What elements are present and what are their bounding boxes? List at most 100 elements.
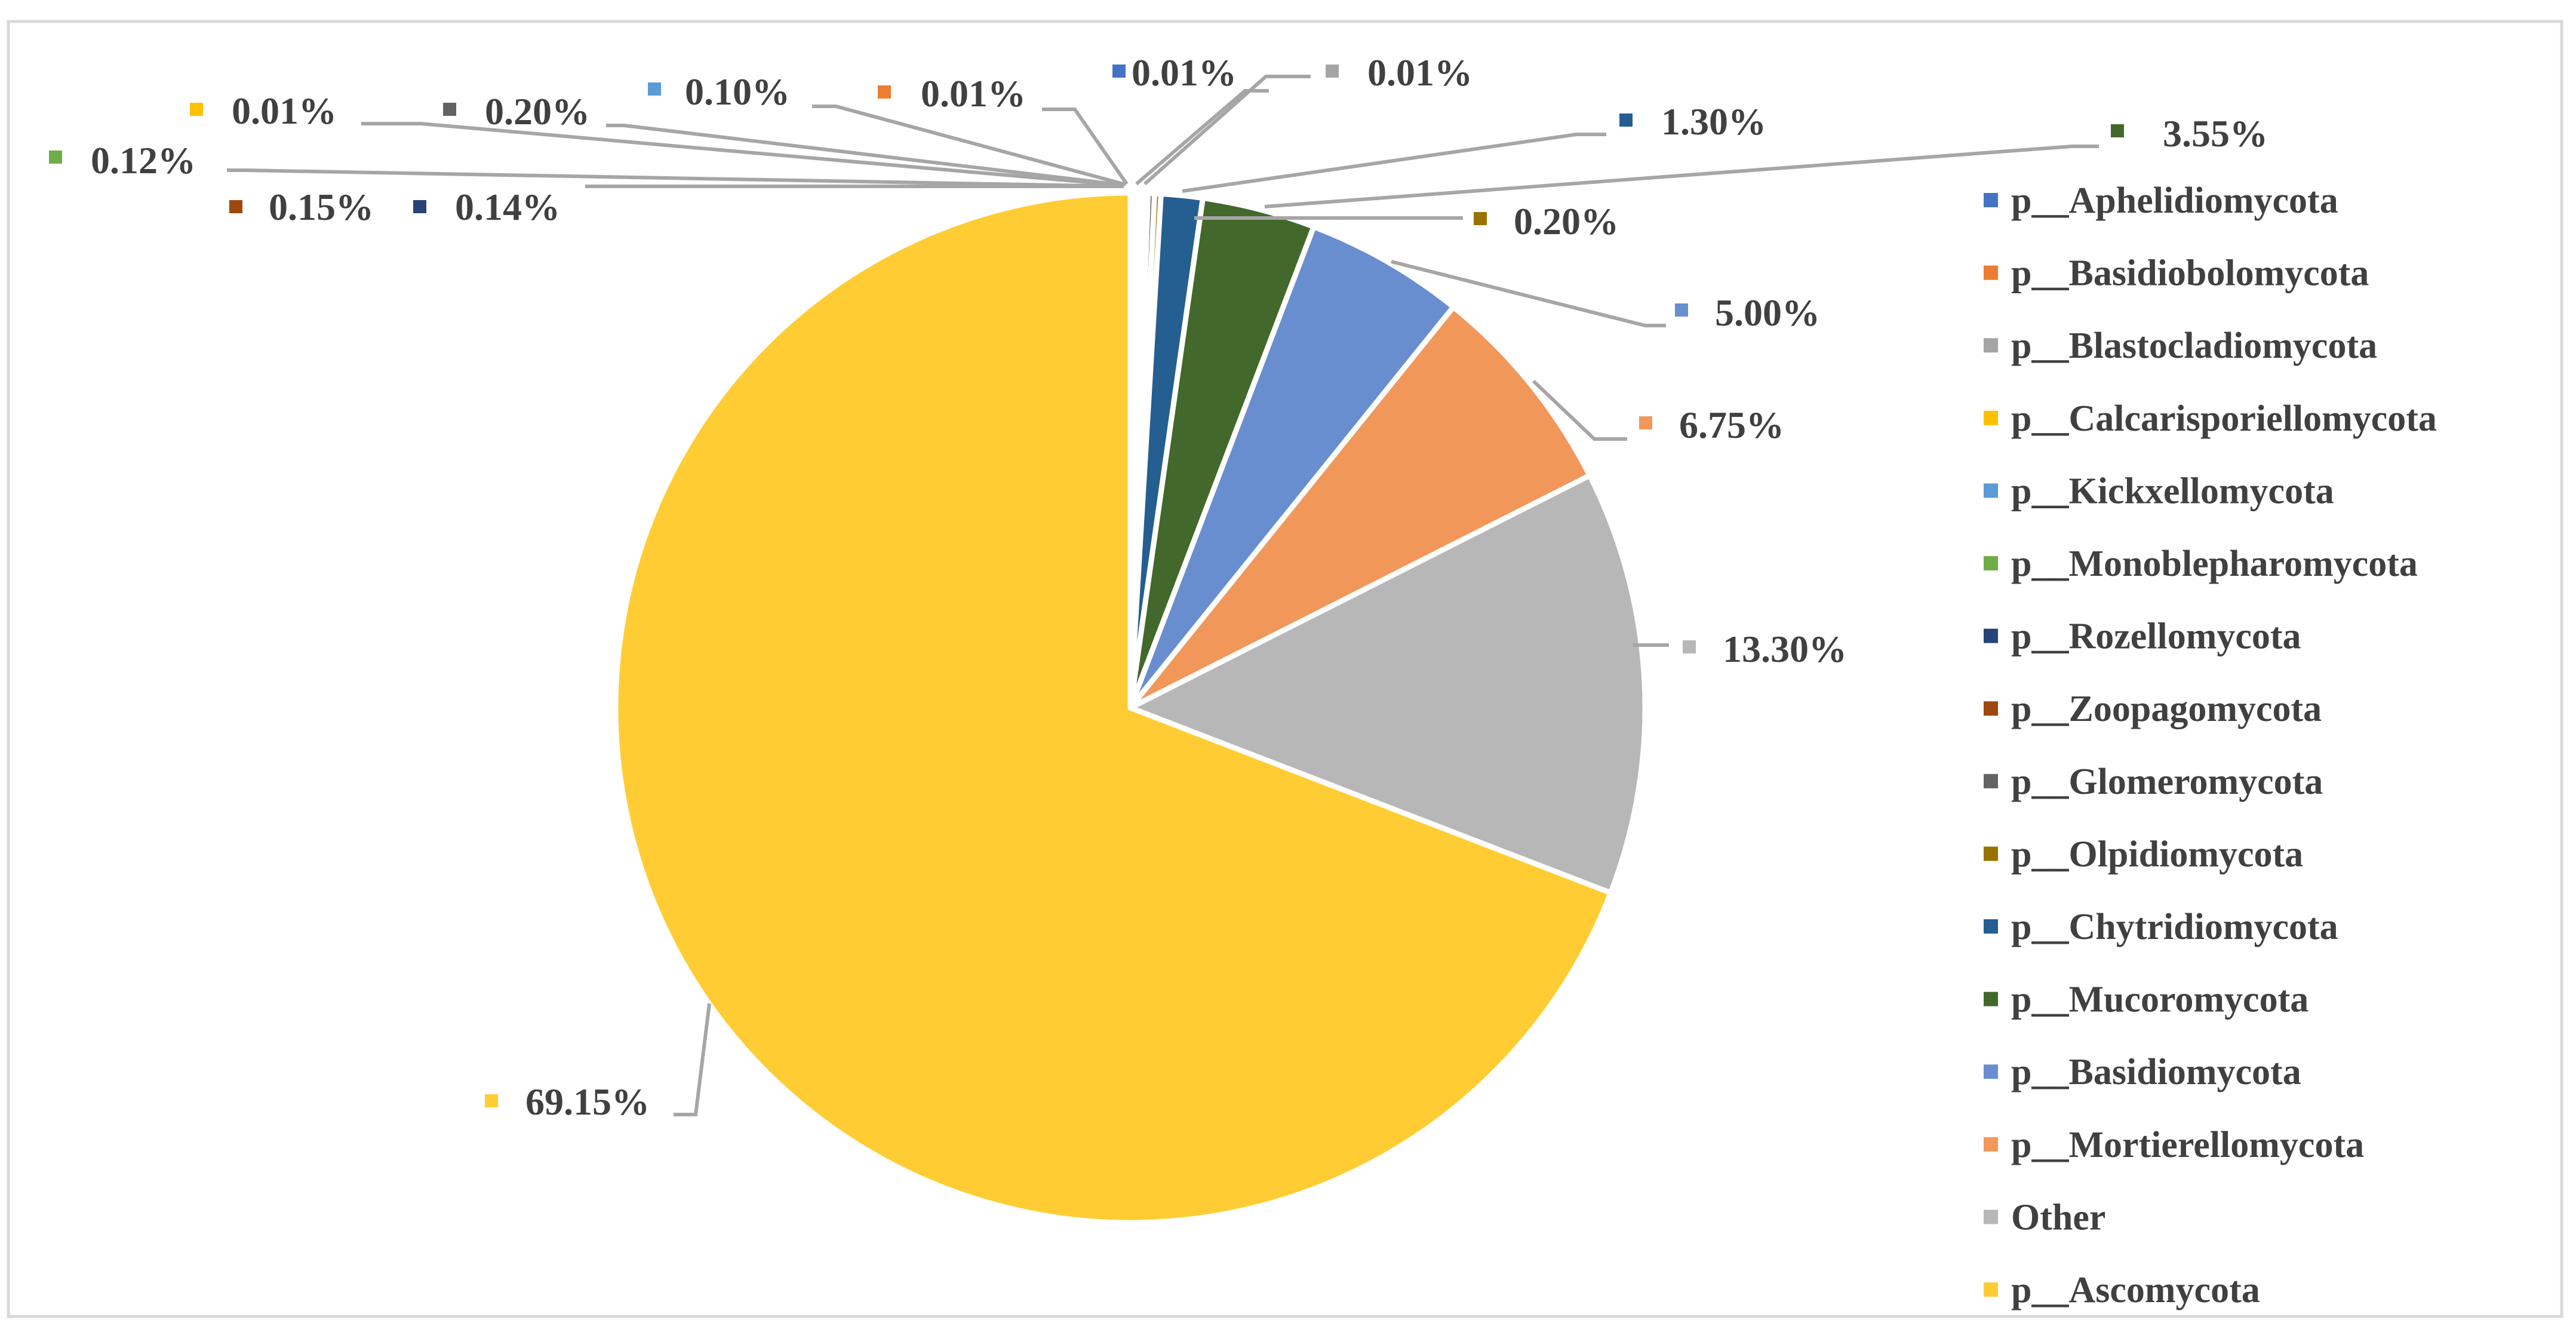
leader-line-p-chytridiomycota — [1182, 133, 1606, 193]
pie-slice-other — [1127, 472, 1648, 896]
leader-line-p-basidiomycota — [1391, 260, 1666, 327]
leader-line-p-mucoromycota — [1264, 145, 2099, 208]
legend-label-p-blastocladiomycota: p__Blastocladiomycota — [2011, 326, 2377, 366]
data-label-marker-p-basidiomycota — [1675, 303, 1688, 317]
legend-label-other: Other — [2011, 1197, 2105, 1238]
legend-swatch-p-basidiobolomycota — [1984, 265, 1998, 280]
legend-swatch-p-mortierellomycota — [1984, 1137, 1998, 1152]
data-label-marker-p-mortierellomycota — [1639, 416, 1652, 429]
legend-swatch-p-basidiomycota — [1984, 1064, 1998, 1079]
legend-swatch-p-monoblepharomycota — [1984, 556, 1998, 570]
legend-swatch-other — [1984, 1210, 1998, 1224]
leader-lines — [227, 75, 2099, 1116]
legend-swatch-p-ascomycota — [1984, 1282, 1998, 1297]
data-label-marker-p-zoopagomycota — [229, 200, 242, 213]
data-label-marker-p-glomeromycota — [443, 103, 456, 116]
pie-slice-p-mortierellomycota — [1127, 304, 1593, 711]
data-label-marker-p-aphelidiomycota — [1112, 65, 1126, 78]
legend-swatch-p-chytridiomycota — [1984, 919, 1998, 934]
legend-label-p-calcarisporiellomycota: p__Calcarisporiellomycota — [2011, 398, 2437, 439]
data-label-p-zoopagomycota: 0.15% — [269, 186, 374, 228]
data-label-p-mucoromycota: 3.55% — [2163, 112, 2268, 155]
data-label-p-glomeromycota: 0.20% — [485, 90, 590, 133]
legend-swatch-p-olpidiomycota — [1984, 846, 1998, 861]
legend-swatch-p-mucoromycota — [1984, 992, 1998, 1006]
legend-item-p-blastocladiomycota: p__Blastocladiomycota — [1984, 326, 2377, 366]
pie-slices — [613, 190, 1648, 1226]
leader-line-p-blastocladiomycota — [1143, 75, 1311, 186]
leader-line-p-basidiobolomycota — [1042, 108, 1129, 185]
legend-item-p-aphelidiomycota: p__Aphelidiomycota — [1984, 180, 2338, 221]
data-label-marker-p-blastocladiomycota — [1326, 65, 1339, 78]
data-label-p-mortierellomycota: 6.75% — [1679, 404, 1784, 446]
data-label-marker-p-mucoromycota — [2111, 124, 2124, 137]
legend-label-p-zoopagomycota: p__Zoopagomycota — [2011, 689, 2322, 729]
legend-item-p-chytridiomycota: p__Chytridiomycota — [1984, 907, 2338, 947]
data-label-p-chytridiomycota: 1.30% — [1661, 100, 1766, 143]
data-label-marker-p-rozellomycota — [413, 200, 426, 213]
data-label-marker-p-basidiobolomycota — [878, 85, 891, 99]
legend-item-p-monoblepharomycota: p__Monoblepharomycota — [1984, 544, 2418, 584]
legend-label-p-monoblepharomycota: p__Monoblepharomycota — [2011, 544, 2418, 584]
leader-line-p-calcarisporiellomycota — [361, 122, 1121, 187]
data-label-p-kickxellomycota: 0.10% — [685, 70, 790, 113]
legend: p__Aphelidiomycota p__Basidiobolomycota p_… — [1984, 180, 2437, 1310]
data-labels: 0.01% 0.01% 0.01% 0.01% 0.10% 0.12% 0.14% 0.15%… — [49, 51, 2268, 1123]
data-label-p-ascomycota: 69.15% — [525, 1081, 650, 1123]
data-label-marker-p-chytridiomycota — [1619, 113, 1633, 127]
data-label-p-rozellomycota: 0.14% — [455, 186, 560, 228]
legend-swatch-p-glomeromycota — [1984, 774, 1998, 788]
data-label-p-basidiomycota: 5.00% — [1715, 291, 1820, 334]
legend-item-p-zoopagomycota: p__Zoopagomycota — [1984, 689, 2322, 729]
leader-line-p-glomeromycota — [606, 124, 1124, 187]
legend-swatch-p-calcarisporiellomycota — [1984, 410, 1998, 425]
legend-item-p-ascomycota: p__Ascomycota — [1984, 1270, 2260, 1310]
leader-line-p-kickxellomycota — [812, 105, 1126, 186]
legend-swatch-p-blastocladiomycota — [1984, 338, 1998, 353]
leader-line-p-ascomycota — [674, 1003, 711, 1116]
legend-swatch-p-zoopagomycota — [1984, 701, 1998, 716]
data-label-p-aphelidiomycota: 0.01% — [1132, 51, 1237, 94]
data-label-marker-p-kickxellomycota — [648, 82, 661, 96]
pie-slice-p-basidiomycota — [1127, 224, 1456, 711]
data-label-marker-p-ascomycota — [485, 1094, 498, 1107]
legend-label-p-mortierellomycota: p__Mortierellomycota — [2011, 1125, 2364, 1165]
legend-swatch-p-rozellomycota — [1984, 628, 1998, 643]
legend-label-p-rozellomycota: p__Rozellomycota — [2011, 616, 2301, 657]
legend-item-p-olpidiomycota: p__Olpidiomycota — [1984, 834, 2303, 874]
data-label-p-basidiobolomycota: 0.01% — [921, 72, 1026, 115]
leader-line-p-mortierellomycota — [1532, 379, 1627, 441]
legend-item-p-calcarisporiellomycota: p__Calcarisporiellomycota — [1984, 398, 2437, 439]
data-label-p-calcarisporiellomycota: 0.01% — [232, 90, 337, 132]
legend-item-p-mucoromycota: p__Mucoromycota — [1984, 980, 2308, 1020]
legend-label-p-olpidiomycota: p__Olpidiomycota — [2011, 834, 2303, 874]
legend-label-p-chytridiomycota: p__Chytridiomycota — [2011, 907, 2338, 947]
leader-line-p-monoblepharomycota — [227, 168, 1123, 188]
legend-label-p-basidiobolomycota: p__Basidiobolomycota — [2011, 253, 2369, 294]
leader-line-p-aphelidiomycota — [1135, 89, 1269, 186]
data-label-p-blastocladiomycota: 0.01% — [1367, 51, 1473, 94]
legend-item-p-mortierellomycota: p__Mortierellomycota — [1984, 1125, 2364, 1165]
legend-item-p-kickxellomycota: p__Kickxellomycota — [1984, 471, 2334, 511]
legend-item-p-glomeromycota: p__Glomeromycota — [1984, 762, 2323, 802]
data-label-p-olpidiomycota: 0.20% — [1514, 200, 1619, 243]
data-label-other: 13.30% — [1723, 628, 1847, 670]
legend-item-p-basidiomycota: p__Basidiomycota — [1984, 1052, 2301, 1092]
legend-label-p-glomeromycota: p__Glomeromycota — [2011, 762, 2323, 802]
legend-item-p-rozellomycota: p__Rozellomycota — [1984, 616, 2301, 657]
legend-swatch-p-aphelidiomycota — [1984, 193, 1998, 207]
data-label-p-monoblepharomycota: 0.12% — [91, 139, 196, 182]
legend-item-other: Other — [1984, 1197, 2105, 1238]
data-label-marker-other — [1683, 640, 1696, 653]
legend-label-p-aphelidiomycota: p__Aphelidiomycota — [2011, 180, 2338, 221]
legend-swatch-p-kickxellomycota — [1984, 483, 1998, 498]
legend-item-p-basidiobolomycota: p__Basidiobolomycota — [1984, 253, 2369, 294]
legend-label-p-basidiomycota: p__Basidiomycota — [2011, 1052, 2301, 1092]
legend-label-p-mucoromycota: p__Mucoromycota — [2011, 980, 2308, 1020]
legend-label-p-kickxellomycota: p__Kickxellomycota — [2011, 471, 2334, 511]
data-label-marker-p-calcarisporiellomycota — [190, 103, 203, 116]
legend-label-p-ascomycota: p__Ascomycota — [2011, 1270, 2260, 1310]
data-label-marker-p-olpidiomycota — [1474, 212, 1487, 225]
